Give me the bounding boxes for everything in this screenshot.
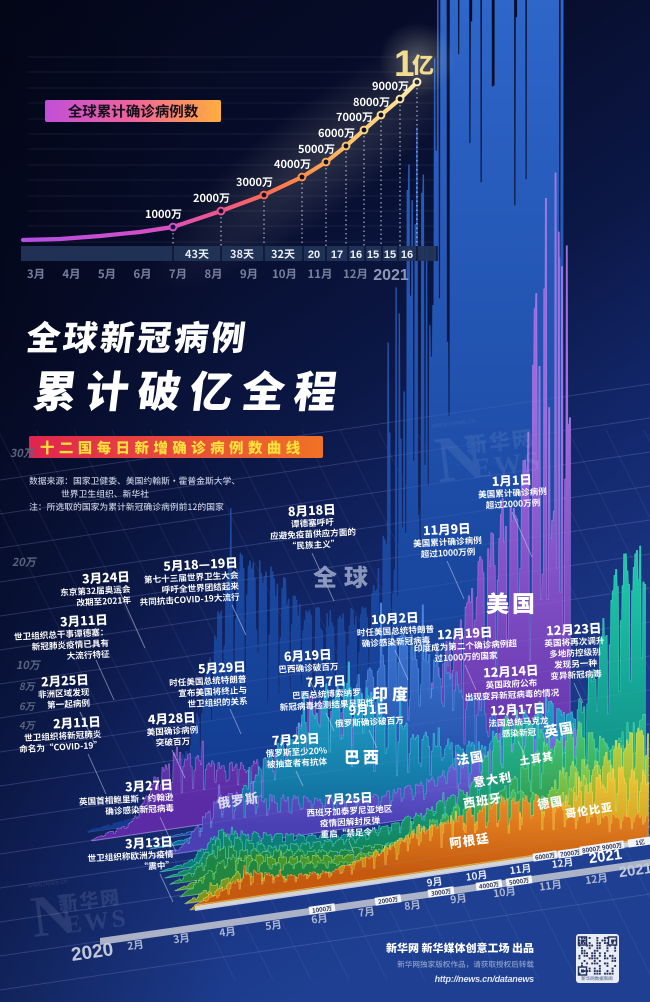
svg-text:N: N [432,420,487,497]
svg-text:15: 15 [384,249,396,261]
svg-text:20: 20 [308,249,320,261]
svg-text:2021: 2021 [588,846,623,867]
svg-text:1: 1 [394,43,415,84]
svg-text:2021: 2021 [373,267,409,284]
svg-text:N: N [28,880,78,950]
svg-text:2021: 2021 [618,860,650,881]
svg-text:16: 16 [401,249,413,261]
svg-text:17: 17 [331,249,343,261]
svg-text:http://news.cn/datanews: http://news.cn/datanews [435,974,535,984]
svg-text:16: 16 [350,249,362,261]
svg-text:15: 15 [367,249,379,261]
